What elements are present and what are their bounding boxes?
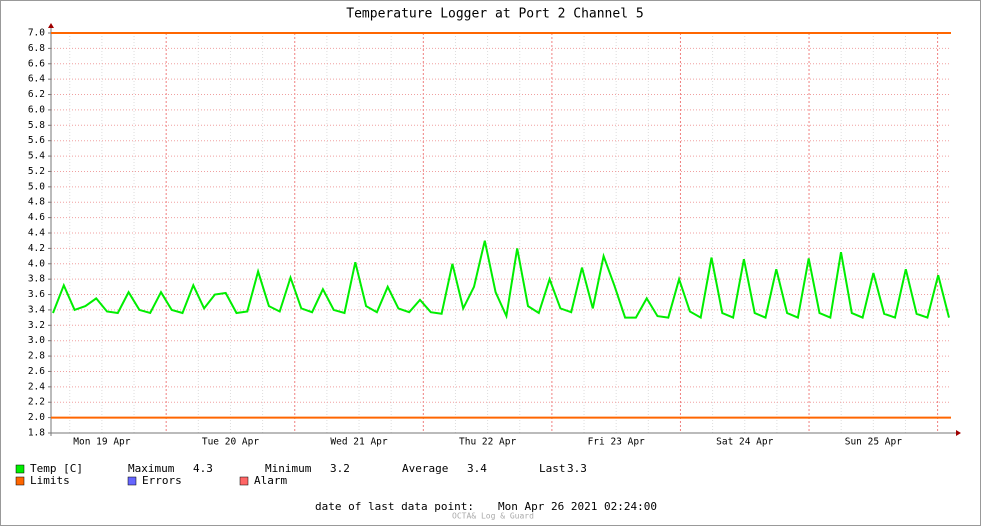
legend-swatch bbox=[239, 476, 249, 486]
y-tick-label: 2.4 bbox=[28, 381, 45, 392]
y-tick-label: 7.0 bbox=[28, 28, 45, 39]
y-tick-label: 3.4 bbox=[28, 304, 45, 315]
y-tick-label: 3.6 bbox=[28, 289, 45, 300]
data-line bbox=[52, 240, 950, 320]
y-tick-label: 5.2 bbox=[28, 166, 45, 177]
y-tick-label: 4.4 bbox=[28, 228, 45, 239]
y-arrow bbox=[48, 23, 54, 28]
y-tick-label: 1.8 bbox=[28, 428, 45, 439]
y-tick-label: 6.4 bbox=[28, 74, 45, 85]
legend-swatch bbox=[15, 464, 25, 474]
y-tick-label: 3.8 bbox=[28, 274, 45, 285]
x-tick-label: Thu 22 Apr bbox=[459, 437, 516, 448]
x-tick-label: Sun 25 Apr bbox=[845, 437, 902, 448]
y-tick-label: 6.8 bbox=[28, 43, 45, 54]
watermark: OCTA& Log & Guard bbox=[452, 512, 534, 521]
y-tick-label: 5.4 bbox=[28, 151, 45, 162]
y-tick-label: 2.2 bbox=[28, 397, 45, 408]
y-tick-label: 5.8 bbox=[28, 120, 45, 131]
y-tick-label: 6.6 bbox=[28, 58, 45, 69]
legend-swatch bbox=[127, 476, 137, 486]
stat-name: Maximum bbox=[128, 462, 175, 475]
y-tick-label: 3.0 bbox=[28, 335, 45, 346]
legend-label: Errors bbox=[142, 474, 182, 487]
chart-title: Temperature Logger at Port 2 Channel 5 bbox=[346, 7, 643, 22]
y-tick-label: 4.2 bbox=[28, 243, 45, 254]
stat-value: 3.4 bbox=[467, 462, 487, 475]
y-tick-label: 5.0 bbox=[28, 181, 45, 192]
footer-date: Mon Apr 26 2021 02:24:00 bbox=[498, 500, 657, 513]
stat-value: 3.3 bbox=[567, 462, 587, 475]
y-tick-label: 3.2 bbox=[28, 320, 45, 331]
y-tick-label: 4.8 bbox=[28, 197, 45, 208]
y-tick-label: 6.2 bbox=[28, 89, 45, 100]
legend-label: Limits bbox=[30, 474, 70, 487]
stat-name: Average bbox=[402, 462, 448, 475]
y-tick-label: 2.8 bbox=[28, 351, 45, 362]
x-arrow bbox=[956, 430, 961, 436]
footer-label: date of last data point: bbox=[315, 500, 474, 513]
stat-name: Minimum bbox=[265, 462, 312, 475]
legend-label: Alarm bbox=[254, 474, 287, 487]
y-tick-label: 5.6 bbox=[28, 135, 45, 146]
legend-label: Temp [C] bbox=[30, 462, 83, 475]
y-tick-label: 2.6 bbox=[28, 366, 45, 377]
stat-name: Last bbox=[539, 462, 566, 475]
x-tick-label: Fri 23 Apr bbox=[588, 437, 645, 448]
x-tick-label: Mon 19 Apr bbox=[73, 437, 130, 448]
y-tick-label: 4.0 bbox=[28, 258, 45, 269]
y-tick-label: 6.0 bbox=[28, 104, 45, 115]
x-tick-label: Sat 24 Apr bbox=[716, 437, 773, 448]
stat-value: 4.3 bbox=[193, 462, 213, 475]
x-tick-label: Tue 20 Apr bbox=[202, 437, 259, 448]
y-tick-label: 2.0 bbox=[28, 412, 45, 423]
legend-swatch bbox=[15, 476, 25, 486]
x-tick-label: Wed 21 Apr bbox=[330, 437, 387, 448]
stat-value: 3.2 bbox=[330, 462, 350, 475]
y-tick-label: 4.6 bbox=[28, 212, 45, 223]
